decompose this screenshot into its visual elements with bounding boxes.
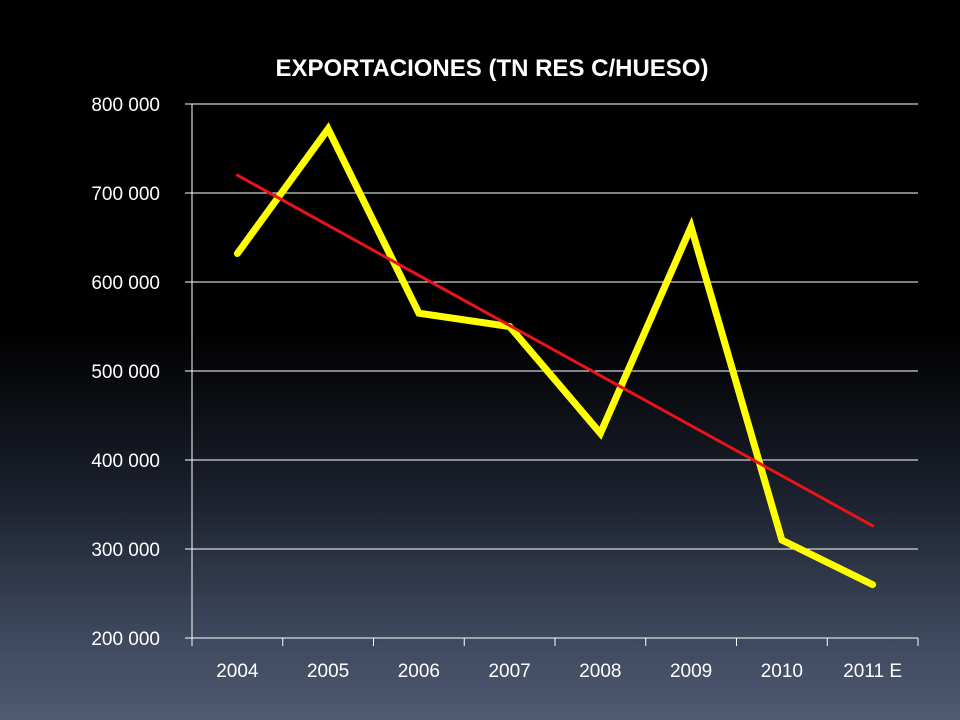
- y-tick-label: 600 000: [91, 273, 160, 294]
- x-tick-label: 2008: [579, 661, 621, 682]
- y-tick-label: 700 000: [91, 184, 160, 205]
- x-tick-label: 2006: [398, 661, 440, 682]
- axes: [185, 103, 919, 646]
- x-tick-label: 2010: [761, 661, 803, 682]
- x-tick-label: 2007: [488, 661, 530, 682]
- chart-title: EXPORTACIONES (TN RES C/HUESO): [276, 55, 709, 82]
- y-tick-label: 500 000: [91, 362, 160, 383]
- x-tick-label: 2011 E: [843, 661, 902, 682]
- y-axis-tick-labels: 800 000 700 000 600 000 500 000 400 000 300 0…: [91, 95, 160, 650]
- gridlines: [192, 103, 918, 550]
- y-tick-label: 400 000: [91, 451, 160, 472]
- x-tick-label: 2005: [307, 661, 349, 682]
- x-axis-tick-labels: 2004 2005 2006 2007 2008 2009 2010 2011 E: [216, 661, 902, 682]
- trendline-layer: [235, 173, 875, 528]
- y-tick-label: 200 000: [91, 629, 160, 650]
- x-tick-label: 2004: [216, 661, 259, 682]
- y-tick-label: 800 000: [91, 95, 160, 116]
- series-layer: [233, 122, 877, 589]
- series-line: [233, 122, 877, 589]
- y-tick-label: 300 000: [91, 540, 160, 561]
- trendline: [235, 173, 875, 528]
- x-tick-label: 2009: [670, 661, 712, 682]
